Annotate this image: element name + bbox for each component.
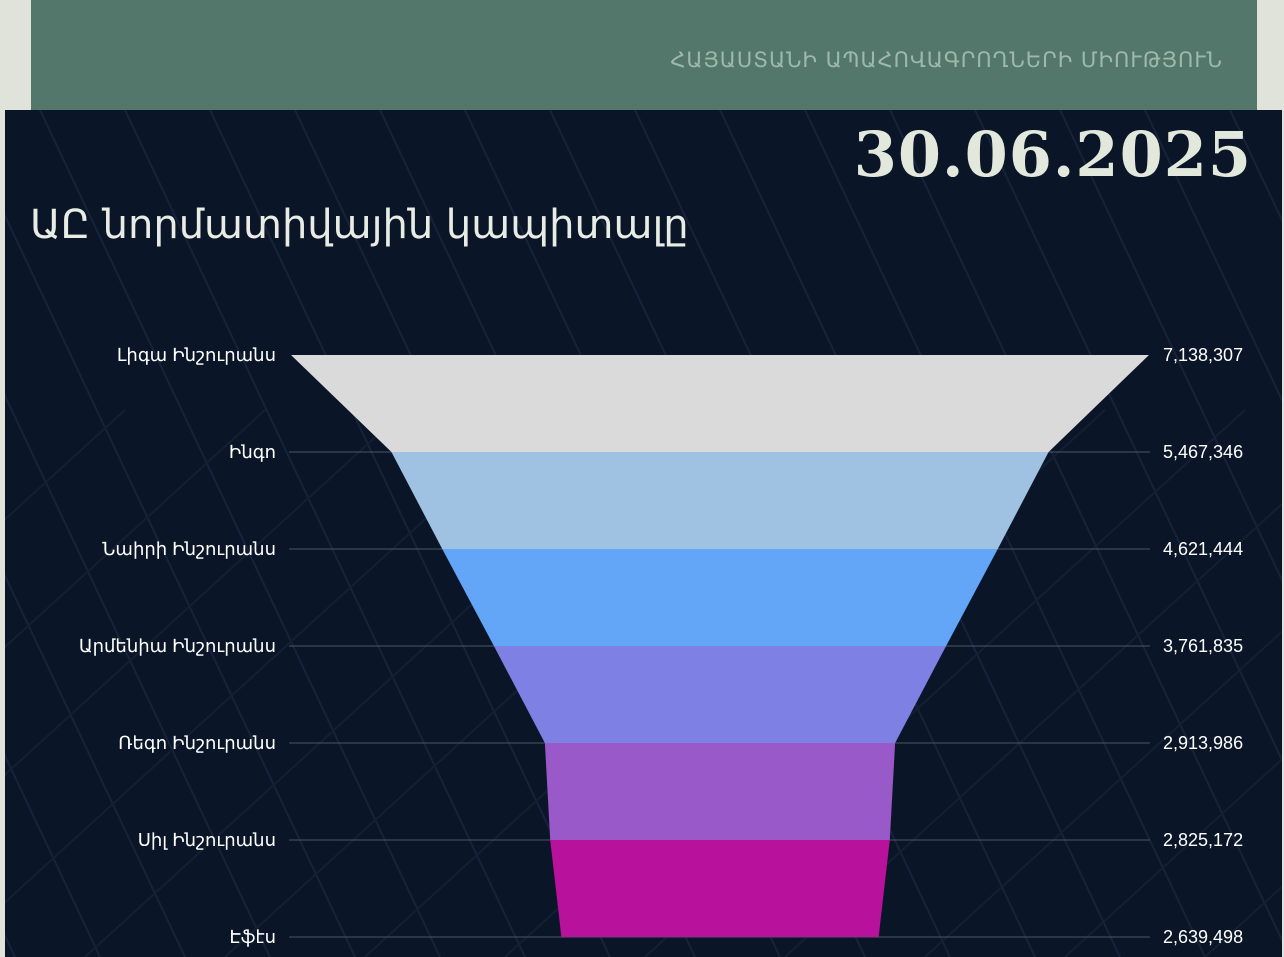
pattern-line	[5, 409, 126, 521]
category-label: Ինգո	[229, 442, 276, 462]
category-label: Ռեգո Ինշուրանս	[118, 733, 276, 753]
pattern-line	[5, 409, 406, 777]
pattern-line	[974, 110, 1282, 763]
pattern-line	[5, 753, 101, 957]
funnel-segment	[544, 743, 896, 840]
funnel-chart: Լիգա Ինշուրանս 7,138,307 Ինգո 5,467,346 Նաիր…	[79, 345, 1243, 947]
pattern-line	[39, 110, 441, 957]
funnel-segment	[391, 452, 1049, 549]
category-label: Լիգա Ինշուրանս	[117, 345, 276, 365]
category-label: Նաիրի Ինշուրանս	[102, 539, 276, 559]
value-label: 3,761,835	[1163, 636, 1243, 656]
value-label: 2,639,498	[1163, 927, 1243, 947]
value-label: 4,621,444	[1163, 539, 1243, 559]
category-label: Էֆէս	[229, 927, 276, 947]
pattern-line	[1064, 757, 1282, 957]
funnel-segment	[493, 646, 947, 743]
value-label: 2,913,986	[1163, 733, 1243, 753]
chart-title: ԱԸ նորմատիվային կապիտալը	[30, 202, 689, 248]
pattern-line	[5, 213, 356, 957]
pattern-line	[924, 630, 1282, 957]
pattern-line	[5, 393, 271, 957]
pattern-line	[1059, 110, 1282, 583]
value-label: 7,138,307	[1163, 345, 1243, 365]
header-banner: ՀԱՅԱՍՏԱՆԻ ԱՊԱՀՈՎԱԳՐՈՂՆԵՐԻ ՄԻՈՒԹՅՈՒՆ	[31, 0, 1257, 110]
chart-panel: 30.06.2025 ԱԸ նորմատիվային կապիտալը Լիգա…	[5, 110, 1282, 957]
pattern-line	[1144, 110, 1282, 403]
funnel-segment	[550, 840, 890, 937]
report-date: 30.06.2025	[853, 118, 1252, 191]
category-label: Սիլ Ինշուրանս	[138, 830, 276, 850]
value-label: 2,825,172	[1163, 830, 1243, 850]
funnel-segment	[291, 355, 1149, 452]
pattern-line	[5, 409, 266, 649]
organization-name: ՀԱՅԱՍՏԱՆԻ ԱՊԱՀՈՎԱԳՐՈՂՆԵՐԻ ՄԻՈՒԹՅՈՒՆ	[670, 48, 1223, 72]
pattern-line	[5, 573, 186, 957]
pattern-line	[889, 110, 1282, 943]
category-label: Արմենիա Ինշուրանս	[79, 636, 276, 656]
pattern-line	[124, 110, 526, 957]
value-label: 5,467,346	[1163, 442, 1243, 462]
funnel-segment	[442, 549, 998, 646]
background-pattern	[5, 110, 1282, 957]
